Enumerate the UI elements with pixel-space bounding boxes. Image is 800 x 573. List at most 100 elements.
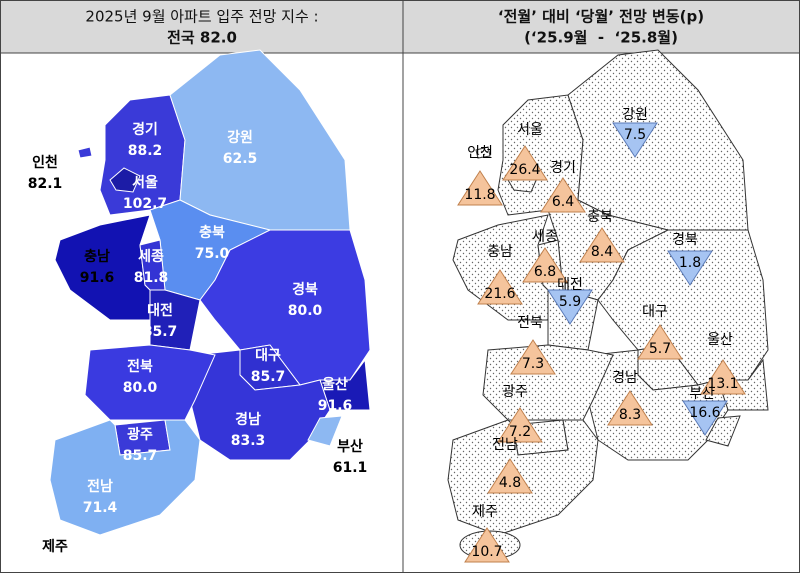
region-change: 5.9 bbox=[559, 294, 581, 310]
region-name: 세종 bbox=[532, 229, 558, 245]
right-header-period: (‘25.9월 - ‘25.8월) bbox=[524, 29, 678, 47]
region-index: 88.2 bbox=[128, 143, 163, 159]
region-name: 광주 bbox=[502, 384, 528, 400]
region-index: 62.5 bbox=[223, 151, 258, 167]
header-band bbox=[1, 1, 799, 53]
region-name: 세종 bbox=[138, 249, 164, 265]
up-triangle bbox=[497, 407, 543, 443]
region-name: 대구 bbox=[642, 304, 668, 320]
region-name: 인천 bbox=[467, 145, 493, 161]
region-change: 7.5 bbox=[624, 127, 646, 143]
region-outline bbox=[482, 344, 614, 421]
region-index: 102.7 bbox=[123, 196, 167, 212]
up-triangle bbox=[607, 390, 653, 426]
region-name: 서울 bbox=[132, 174, 158, 191]
region-change: 7.2 bbox=[509, 424, 531, 440]
region-change: 4.8 bbox=[499, 475, 521, 491]
region-index: 80.0 bbox=[123, 380, 158, 396]
region-name: 전북 bbox=[127, 358, 153, 375]
region-name: 충남 bbox=[487, 244, 513, 260]
region-index: 75.0 bbox=[195, 246, 230, 262]
region-index: 80.0 bbox=[288, 303, 323, 319]
region-change: 8.4 bbox=[591, 244, 613, 260]
up-triangle bbox=[522, 247, 568, 283]
region-change: 13.1 bbox=[707, 376, 738, 392]
region-name: 제주 bbox=[42, 539, 68, 555]
region-index: 81.8 bbox=[134, 270, 169, 286]
region-change: 5.7 bbox=[649, 341, 671, 357]
region-outline bbox=[475, 146, 491, 159]
right-map: 서울 26.4 인천 11.8 경기 6.4 강원 7.5 충북 8.4 경북 1.8 세종 6.8 충남 2… bbox=[447, 49, 769, 563]
region-change: 11.8 bbox=[464, 187, 495, 203]
region-name: 경남 bbox=[235, 411, 261, 428]
region-outline bbox=[705, 415, 741, 447]
up-triangle bbox=[457, 170, 503, 206]
region-area bbox=[77, 146, 93, 159]
region-change: 16.6 bbox=[689, 405, 720, 421]
region-name: 광주 bbox=[127, 426, 153, 443]
region-name: 서울 bbox=[517, 122, 543, 138]
region-index: 71.4 bbox=[83, 500, 118, 516]
up-triangle bbox=[502, 145, 548, 181]
region-index: 91.6 bbox=[80, 270, 115, 286]
region-name: 울산 bbox=[707, 332, 733, 348]
region-name: 경북 bbox=[672, 232, 698, 248]
down-triangle bbox=[667, 250, 713, 286]
region-index: 85.7 bbox=[251, 369, 286, 385]
up-triangle bbox=[487, 458, 533, 494]
region-change: 1.8 bbox=[679, 255, 701, 271]
region-name: 부산 bbox=[337, 438, 363, 455]
region-change: 7.3 bbox=[522, 356, 544, 372]
left-header-title: 2025년 9월 아파트 입주 전망 지수 : bbox=[85, 8, 318, 26]
region-name: 충북 bbox=[587, 209, 613, 225]
region-name: 인천 bbox=[32, 154, 58, 171]
up-triangle bbox=[700, 359, 746, 395]
region-change: 6.8 bbox=[534, 264, 556, 280]
region-name: 충북 bbox=[199, 225, 225, 241]
region-index: 82.1 bbox=[28, 176, 63, 192]
region-name: 울산 bbox=[322, 376, 348, 393]
region-name: 경남 bbox=[612, 370, 638, 386]
region-name: 대전 bbox=[147, 302, 173, 319]
up-triangle bbox=[579, 227, 625, 263]
region-name: 경기 bbox=[132, 121, 158, 138]
region-name: 대구 bbox=[255, 348, 281, 364]
region-area bbox=[109, 167, 141, 193]
region-change: 6.4 bbox=[552, 194, 574, 210]
up-triangle bbox=[637, 324, 683, 360]
region-name: 전남 bbox=[87, 478, 113, 495]
region-index: 85.7 bbox=[123, 448, 158, 464]
right-header-title: ‘전월’ 대비 ‘당월’ 전망 변동(p) bbox=[498, 8, 704, 26]
up-triangle bbox=[540, 177, 586, 213]
region-area bbox=[84, 344, 216, 421]
region-name: 경북 bbox=[292, 281, 318, 298]
region-index: 91.6 bbox=[318, 398, 353, 414]
region-name: 충남 bbox=[84, 248, 110, 265]
region-change: 26.4 bbox=[509, 162, 540, 178]
down-triangle bbox=[547, 289, 593, 325]
up-triangle bbox=[510, 339, 556, 375]
down-triangle bbox=[612, 122, 658, 158]
region-name: 제주 bbox=[472, 504, 498, 520]
up-triangle bbox=[464, 527, 510, 563]
left-header-total: 전국 82.0 bbox=[167, 29, 237, 47]
region-name: 대전 bbox=[557, 277, 583, 293]
region-name: 전북 bbox=[517, 315, 543, 331]
region-area bbox=[49, 419, 201, 536]
region-name: 강원 bbox=[622, 107, 648, 123]
region-change: 10.7 bbox=[471, 544, 502, 560]
region-index: 83.3 bbox=[231, 433, 266, 449]
region-index: 85.7 bbox=[143, 324, 178, 340]
region-index: 61.1 bbox=[333, 460, 368, 476]
region-change: 21.6 bbox=[484, 286, 515, 302]
down-triangle bbox=[682, 400, 728, 436]
region-name: 전남 bbox=[492, 437, 518, 453]
region-change: 8.3 bbox=[619, 407, 641, 423]
up-triangle bbox=[477, 269, 523, 305]
region-name: 경기 bbox=[550, 160, 576, 176]
left-map: 경기 88.2 서울 102.7 인천 82.1 강원 62.5 충북 75.0 충남 91.6 세종 8… bbox=[28, 49, 371, 555]
region-name: 강원 bbox=[227, 129, 253, 146]
region-name: 부산 bbox=[689, 386, 715, 402]
region-area bbox=[307, 415, 343, 447]
